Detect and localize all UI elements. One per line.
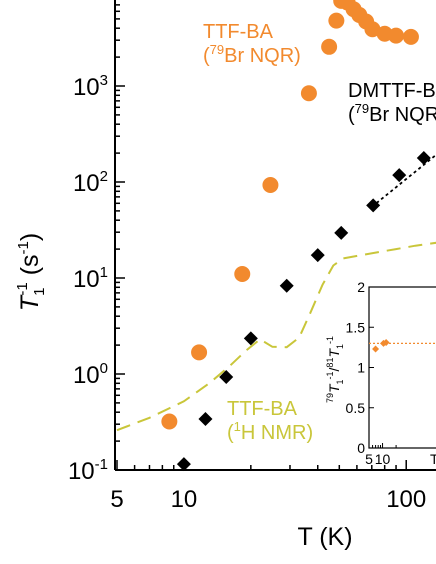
- dmttf-ba-point: [198, 411, 213, 426]
- dmttf-ba-point: [366, 198, 381, 213]
- ttf-ba-point: [262, 177, 279, 194]
- dmttf-ba-point: [176, 457, 191, 472]
- y-tick-label: 102: [73, 168, 108, 197]
- svg-text:TTF-BA: TTF-BA: [227, 398, 298, 420]
- ttf-ba-point: [321, 38, 338, 55]
- dmttf-ba-point: [310, 248, 325, 263]
- dmttf-ba-point: [416, 150, 431, 165]
- inset-y-tick-label: 0: [357, 440, 365, 456]
- ttf-ba-point: [234, 266, 251, 283]
- annotation-3: TTF-BA(1H NMR): [227, 398, 313, 444]
- inset-point: [372, 345, 380, 353]
- dmttf-ba-point: [219, 370, 234, 385]
- y-tick-label: 10-1: [68, 456, 108, 485]
- dmttf-ba-point: [392, 168, 407, 183]
- inset-y-tick-label: 1: [357, 360, 365, 376]
- inset-y-label: 79T1-1/81T1-1: [325, 336, 345, 403]
- annotation-1: TTF-BA(79Br NQR): [203, 21, 301, 67]
- ttf-ba-point: [402, 28, 419, 45]
- x-axis-label: T (K): [297, 523, 352, 551]
- dmttf-ba-point: [243, 331, 258, 346]
- ttf-ba-point: [388, 27, 405, 44]
- y-tick-label: 100: [73, 360, 108, 389]
- dmttf-ba-fit-line: [371, 153, 436, 208]
- dmttf-ba-point: [279, 278, 294, 293]
- svg-text:TTF-BA: TTF-BA: [203, 21, 274, 43]
- y-tick-label: 101: [73, 264, 108, 293]
- annotation-2: DMTTF-BA(79Br NQR): [348, 80, 436, 126]
- inset-y-tick-label: 0.5: [346, 400, 366, 416]
- inset-y-tick-label: 1.5: [346, 319, 366, 335]
- inset-point: [382, 339, 390, 347]
- ttf-ba-point: [328, 12, 345, 29]
- ttf-ba-point: [300, 85, 317, 102]
- inset-x-tick-label: 10: [375, 451, 391, 467]
- annotations: TTF-BA(79Br NQR)DMTTF-BA(79Br NQR)TTF-BA…: [203, 21, 436, 444]
- ttf-ba-point: [364, 21, 381, 38]
- y-tick-label: 103: [73, 72, 108, 101]
- svg-text:(79Br NQR): (79Br NQR): [348, 101, 436, 126]
- ttf-ba-point: [161, 413, 178, 430]
- inset-chart: 2 1.5 1 0.5 05 10 T 79T1-1/81T1-1: [325, 279, 436, 467]
- y-axis-label: T1-1 (s-1): [14, 233, 48, 311]
- x-tick-label: 100: [386, 486, 426, 513]
- dmttf-ba-point: [334, 225, 349, 240]
- x-tick-label: 5: [110, 486, 123, 513]
- y-ticks: 10-1 100 101 102 103: [68, 4, 125, 485]
- inset-y-tick-label: 2: [357, 279, 365, 295]
- inset-frame: [368, 286, 436, 449]
- ttf-ba-1h-nmr-curve: [116, 241, 436, 432]
- svg-text:DMTTF-BA: DMTTF-BA: [348, 80, 436, 102]
- x-ticks: 5 10 100: [110, 460, 426, 513]
- ttf-ba-point: [191, 344, 208, 361]
- x-tick-label: 10: [171, 486, 198, 513]
- svg-text:(79Br NQR): (79Br NQR): [203, 42, 301, 67]
- inset-x-label: T: [430, 451, 436, 467]
- svg-text:(1H NMR): (1H NMR): [227, 419, 313, 444]
- inset-x-tick-label: 5: [365, 451, 373, 467]
- series-layer: [116, 0, 436, 472]
